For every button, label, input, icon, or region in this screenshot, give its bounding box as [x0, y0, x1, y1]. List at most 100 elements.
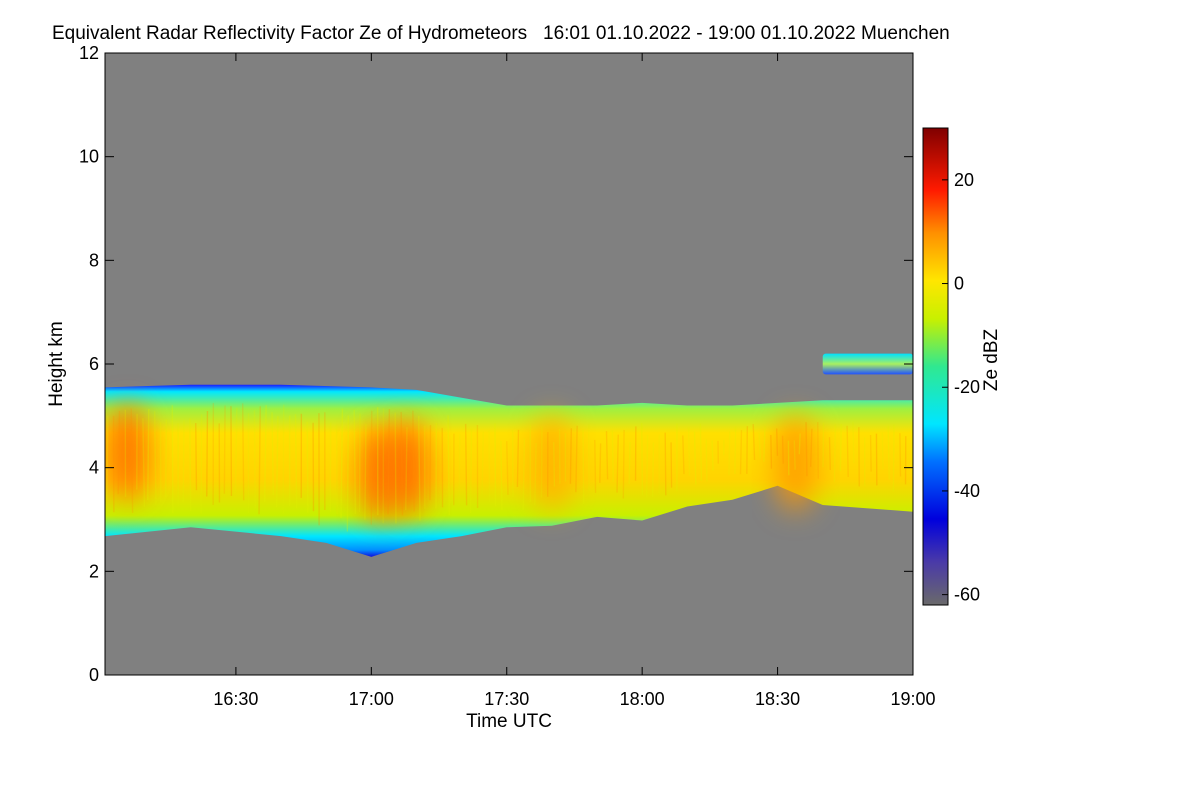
fall-streak [164, 419, 168, 498]
fall-streak [353, 409, 357, 514]
fall-streak [622, 429, 625, 499]
plot-background [105, 53, 913, 675]
strong-core-3 [385, 419, 430, 516]
fall-streak [728, 431, 731, 476]
fall-streak [171, 405, 174, 514]
fall-streak [910, 422, 913, 477]
fall-streak [106, 415, 109, 500]
fall-streak [258, 406, 261, 515]
fall-streak [335, 425, 338, 514]
fall-streak [364, 423, 367, 520]
fall-streak [569, 428, 572, 484]
fall-streak [641, 422, 644, 496]
fall-streak [616, 434, 619, 493]
x-tick-label: 19:00 [890, 689, 935, 709]
fall-streak [739, 430, 743, 475]
fall-streak [346, 415, 350, 532]
fall-streaks [106, 403, 913, 532]
y-tick-label: 4 [89, 458, 99, 478]
fall-streak [628, 441, 631, 485]
fall-streak [781, 435, 784, 464]
fall-streak [833, 424, 837, 483]
fall-streak [153, 411, 157, 506]
strong-core-4 [529, 414, 574, 511]
colorbar-tick-label: 0 [954, 274, 964, 294]
fall-streak [582, 429, 585, 504]
fall-streak [793, 440, 796, 470]
fall-streak [458, 433, 461, 507]
y-axis: 0 2 4 6 8 10 12 [79, 43, 913, 685]
upper-cloud-layer [822, 353, 913, 375]
y-tick-label: 12 [79, 43, 99, 63]
fall-streak [664, 432, 667, 496]
fall-streak [711, 440, 714, 471]
fall-streak [699, 423, 703, 481]
fall-streak [447, 415, 451, 516]
fall-streak [611, 430, 614, 482]
fall-streak [294, 414, 298, 509]
fall-streak [241, 403, 245, 501]
colorbar-ticks: 20 0 -20 -40 -60 [942, 170, 980, 605]
x-axis-label: Time UTC [466, 711, 552, 732]
fall-streak [275, 416, 279, 508]
fall-streak [223, 405, 226, 494]
y-axis-label: Height km [46, 321, 67, 407]
fall-streak [805, 422, 808, 477]
fall-streak [494, 423, 497, 507]
fall-streak [522, 438, 526, 510]
colorbar-gradient [922, 127, 949, 606]
fall-streak [540, 426, 543, 498]
fall-streak [817, 422, 819, 479]
fall-streak [117, 410, 121, 495]
fall-streak [147, 408, 150, 501]
fall-streak [130, 408, 134, 514]
fall-streak [405, 427, 408, 511]
fall-streak [370, 410, 373, 525]
fall-streak [594, 439, 597, 493]
fall-streak [575, 425, 578, 493]
colorbar-tick-label: -20 [954, 377, 980, 397]
fall-streak [798, 433, 801, 455]
y-tick-label: 0 [89, 665, 99, 685]
fall-streak [822, 422, 825, 468]
fall-streak [846, 425, 849, 477]
fall-streak [828, 437, 831, 471]
plot-area [104, 52, 914, 676]
fall-streak [682, 435, 685, 475]
colorbar-tick-label: -60 [954, 585, 980, 605]
x-tick-label: 18:00 [620, 689, 665, 709]
chart-title: Equivalent Radar Reflectivity Factor Ze … [52, 23, 950, 44]
fall-streak [752, 424, 756, 461]
fall-streak [481, 431, 484, 498]
fall-streak [775, 428, 779, 456]
fall-streak [182, 420, 185, 503]
fall-streak [469, 428, 473, 513]
fall-streak [206, 411, 209, 497]
fall-streak [253, 410, 256, 509]
fall-streak [763, 426, 766, 462]
fall-streak [892, 424, 895, 492]
fall-streak [412, 410, 415, 512]
fall-streak [516, 429, 520, 488]
colorbar-label: Ze dBZ [981, 328, 1002, 391]
fall-streak [605, 431, 609, 480]
fall-streak [195, 422, 198, 491]
x-axis: 16:30 17:00 17:30 18:00 18:30 19:00 [213, 53, 936, 709]
x-tick-label: 17:30 [484, 689, 529, 709]
y-tick-label: 8 [89, 250, 99, 270]
fall-streak [271, 412, 275, 496]
fall-streak [869, 435, 872, 472]
fall-streak [340, 408, 344, 519]
fall-streak [687, 427, 691, 476]
fall-streak [899, 433, 902, 477]
fall-streak [599, 443, 602, 483]
fall-streak [234, 407, 238, 493]
fall-streak [142, 418, 146, 508]
fall-streak [734, 426, 737, 474]
fall-streak [306, 421, 309, 513]
fall-streak [506, 441, 509, 495]
fall-streak [758, 432, 762, 459]
fall-streak [400, 411, 404, 516]
fall-streak [189, 418, 192, 511]
